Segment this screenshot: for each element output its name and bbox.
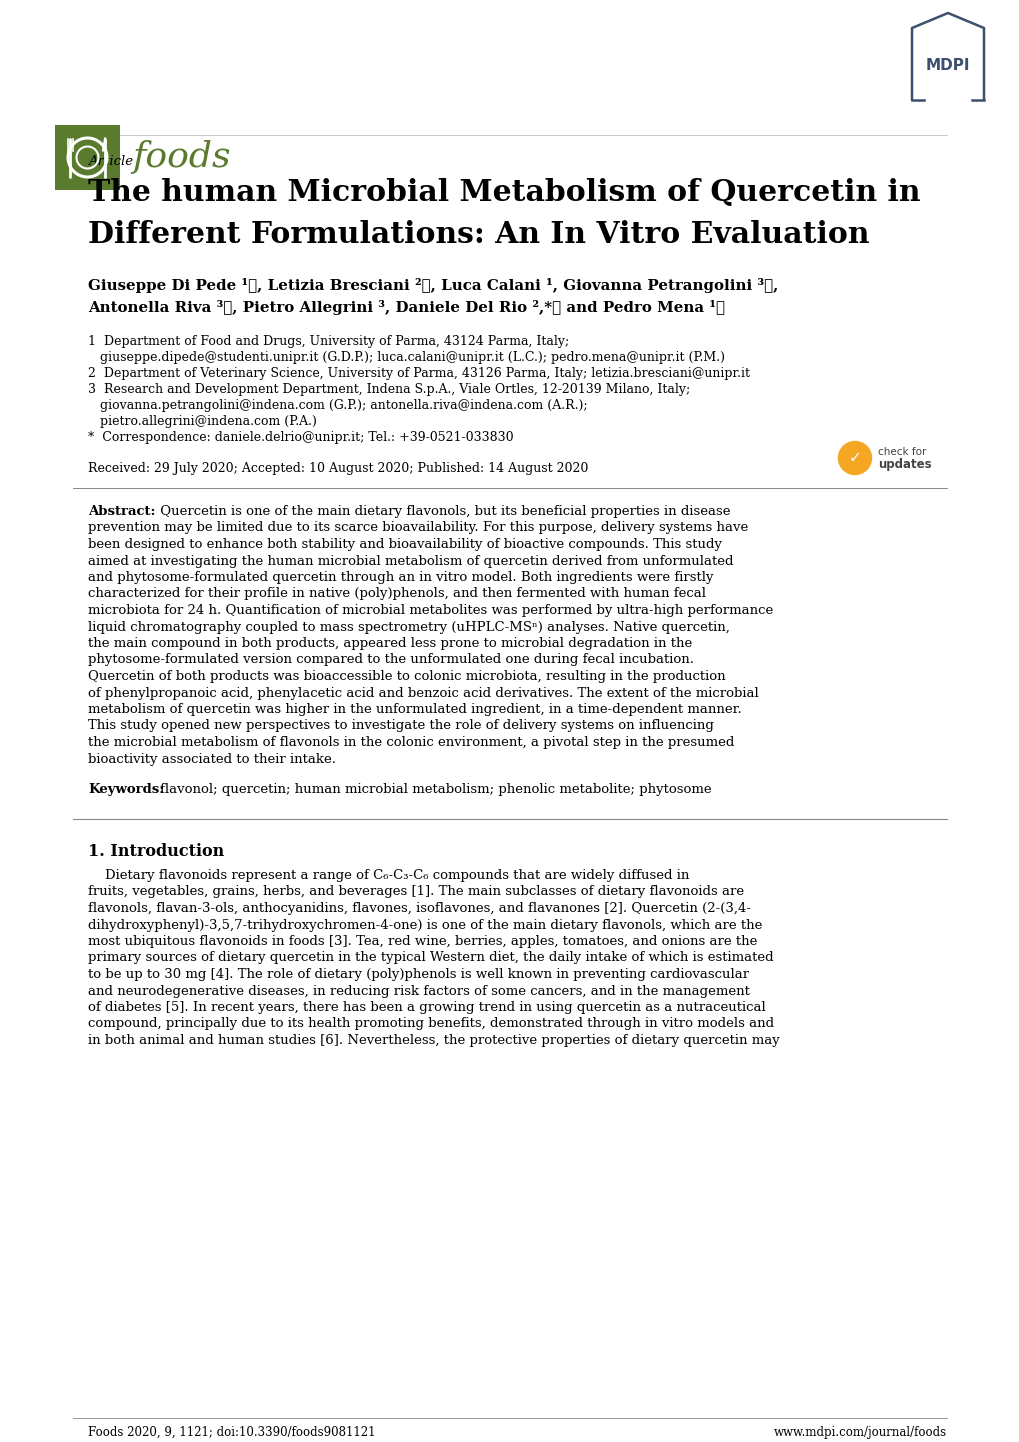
Text: the main compound in both products, appeared less prone to microbial degradation: the main compound in both products, appe… [88,637,692,650]
Text: to be up to 30 mg [4]. The role of dietary (poly)phenols is well known in preven: to be up to 30 mg [4]. The role of dieta… [88,968,748,981]
Text: 1  Department of Food and Drugs, University of Parma, 43124 Parma, Italy;: 1 Department of Food and Drugs, Universi… [88,335,569,348]
Text: The human Microbial Metabolism of Quercetin in: The human Microbial Metabolism of Querce… [88,177,919,208]
Text: phytosome-formulated version compared to the unformulated one during fecal incub: phytosome-formulated version compared to… [88,653,693,666]
Circle shape [838,441,870,474]
Text: check for: check for [877,447,926,457]
Text: metabolism of quercetin was higher in the unformulated ingredient, in a time-dep: metabolism of quercetin was higher in th… [88,704,741,717]
Text: *  Correspondence: daniele.delrio@unipr.it; Tel.: +39-0521-033830: * Correspondence: daniele.delrio@unipr.i… [88,431,514,444]
Text: been designed to enhance both stability and bioavailability of bioactive compoun: been designed to enhance both stability … [88,538,721,551]
Text: Received: 29 July 2020; Accepted: 10 August 2020; Published: 14 August 2020: Received: 29 July 2020; Accepted: 10 Aug… [88,461,588,474]
Text: and neurodegenerative diseases, in reducing risk factors of some cancers, and in: and neurodegenerative diseases, in reduc… [88,985,749,998]
Text: prevention may be limited due to its scarce bioavailability. For this purpose, d: prevention may be limited due to its sca… [88,522,748,535]
Text: 3  Research and Development Department, Indena S.p.A., Viale Ortles, 12-20139 Mi: 3 Research and Development Department, I… [88,384,690,397]
Text: aimed at investigating the human microbial metabolism of quercetin derived from : aimed at investigating the human microbi… [88,555,733,568]
Text: Quercetin of both products was bioaccessible to colonic microbiota, resulting in: Quercetin of both products was bioaccess… [88,671,725,684]
Text: the microbial metabolism of flavonols in the colonic environment, a pivotal step: the microbial metabolism of flavonols in… [88,735,734,748]
Text: liquid chromatography coupled to mass spectrometry (uHPLC-MSⁿ) analyses. Native : liquid chromatography coupled to mass sp… [88,620,730,633]
Text: Keywords:: Keywords: [88,783,164,796]
Text: flavonols, flavan-3-ols, anthocyanidins, flavones, isoflavones, and flavanones [: flavonols, flavan-3-ols, anthocyanidins,… [88,903,750,916]
Text: compound, principally due to its health promoting benefits, demonstrated through: compound, principally due to its health … [88,1018,773,1031]
Text: dihydroxyphenyl)-3,5,7-trihydroxychromen-4-one) is one of the main dietary flavo: dihydroxyphenyl)-3,5,7-trihydroxychromen… [88,919,761,932]
Text: updates: updates [877,457,931,470]
Text: flavonol; quercetin; human microbial metabolism; phenolic metabolite; phytosome: flavonol; quercetin; human microbial met… [160,783,711,796]
Text: 2  Department of Veterinary Science, University of Parma, 43126 Parma, Italy; le: 2 Department of Veterinary Science, Univ… [88,368,749,381]
Text: fruits, vegetables, grains, herbs, and beverages [1]. The main subclasses of die: fruits, vegetables, grains, herbs, and b… [88,885,744,898]
Text: Different Formulations: An In Vitro Evaluation: Different Formulations: An In Vitro Eval… [88,221,868,249]
Text: This study opened new perspectives to investigate the role of delivery systems o: This study opened new perspectives to in… [88,720,713,733]
Text: characterized for their profile in native (poly)phenols, and then fermented with: characterized for their profile in nativ… [88,587,705,600]
Text: Giuseppe Di Pede ¹ⓘ, Letizia Bresciani ²ⓘ, Luca Calani ¹, Giovanna Petrangolini : Giuseppe Di Pede ¹ⓘ, Letizia Bresciani ²… [88,278,777,293]
Text: www.mdpi.com/journal/foods: www.mdpi.com/journal/foods [773,1426,946,1439]
Text: primary sources of dietary quercetin in the typical Western diet, the daily inta: primary sources of dietary quercetin in … [88,952,772,965]
Text: most ubiquitous flavonoids in foods [3]. Tea, red wine, berries, apples, tomatoe: most ubiquitous flavonoids in foods [3].… [88,934,757,947]
Text: of phenylpropanoic acid, phenylacetic acid and benzoic acid derivatives. The ext: of phenylpropanoic acid, phenylacetic ac… [88,686,758,699]
Text: Foods 2020, 9, 1121; doi:10.3390/foods9081121: Foods 2020, 9, 1121; doi:10.3390/foods90… [88,1426,375,1439]
Text: Quercetin is one of the main dietary flavonols, but its beneficial properties in: Quercetin is one of the main dietary fla… [156,505,730,518]
Text: 1. Introduction: 1. Introduction [88,844,224,859]
Text: MDPI: MDPI [925,59,969,74]
Text: pietro.allegrini@indena.com (P.A.): pietro.allegrini@indena.com (P.A.) [88,415,317,428]
Text: Abstract:: Abstract: [88,505,155,518]
Text: foods: foods [131,140,230,174]
Text: giuseppe.dipede@studenti.unipr.it (G.D.P.); luca.calani@unipr.it (L.C.); pedro.m: giuseppe.dipede@studenti.unipr.it (G.D.P… [88,350,725,363]
FancyBboxPatch shape [55,125,120,190]
Text: in both animal and human studies [6]. Nevertheless, the protective properties of: in both animal and human studies [6]. Ne… [88,1034,779,1047]
Text: Article: Article [88,154,133,169]
Text: ✓: ✓ [848,450,860,466]
Text: of diabetes [5]. In recent years, there has been a growing trend in using querce: of diabetes [5]. In recent years, there … [88,1001,765,1014]
Text: bioactivity associated to their intake.: bioactivity associated to their intake. [88,753,335,766]
Text: microbiota for 24 h. Quantification of microbial metabolites was performed by ul: microbiota for 24 h. Quantification of m… [88,604,772,617]
Text: Antonella Riva ³ⓘ, Pietro Allegrini ³, Daniele Del Rio ²,*ⓘ and Pedro Mena ¹ⓘ: Antonella Riva ³ⓘ, Pietro Allegrini ³, D… [88,300,725,314]
Text: giovanna.petrangolini@indena.com (G.P.); antonella.riva@indena.com (A.R.);: giovanna.petrangolini@indena.com (G.P.);… [88,399,587,412]
Text: and phytosome-formulated quercetin through an in vitro model. Both ingredients w: and phytosome-formulated quercetin throu… [88,571,713,584]
Text: Dietary flavonoids represent a range of C₆-C₃-C₆ compounds that are widely diffu: Dietary flavonoids represent a range of … [88,870,689,883]
